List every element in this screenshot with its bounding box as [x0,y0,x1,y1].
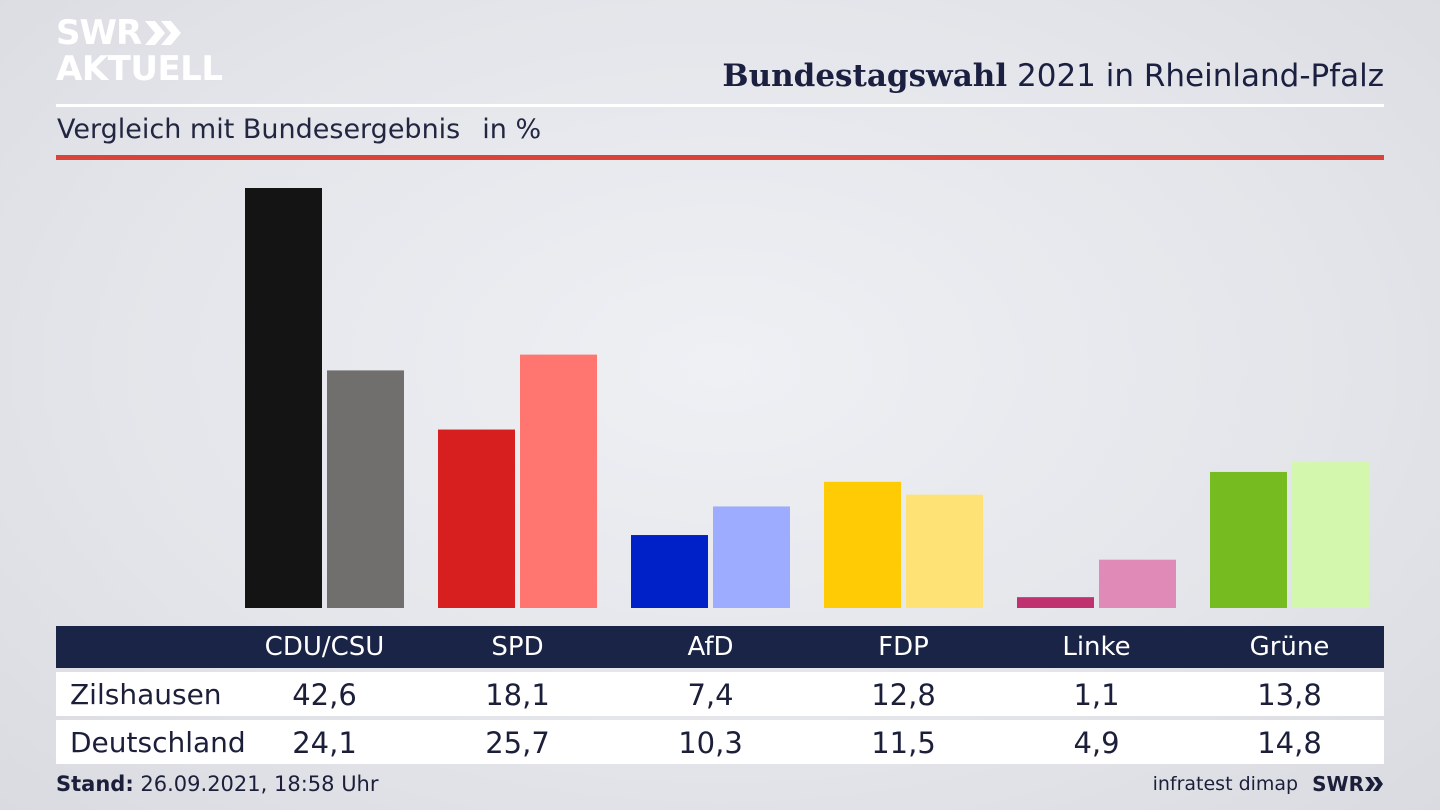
value-spd-deutschland: 25,7 [485,726,550,760]
bar-linke-deutschland [1099,559,1176,608]
value-gr-ne-zilshausen: 13,8 [1257,678,1322,712]
stand-value: 26.09.2021, 18:58 Uhr [140,772,379,796]
value-fdp-deutschland: 11,5 [871,726,936,760]
footer-logo-text: SWR [1312,772,1364,796]
subtitle: Vergleich mit Bundesergebnis in % [57,114,541,145]
bar-gr-ne-zilshausen [1210,471,1287,608]
double-chevron-icon [1365,777,1383,791]
column-header-gr-ne: Grüne [1249,632,1330,662]
swr-aktuell-logo: SWR AKTUELL [56,16,223,86]
bar-spd-deutschland [520,354,597,608]
column-header-spd: SPD [491,632,544,662]
double-chevron-icon [145,21,182,45]
value-linke-zilshausen: 1,1 [1073,678,1120,712]
value-cdu-csu-zilshausen: 42,6 [292,678,357,712]
bar-fdp-zilshausen [824,481,901,608]
bar-gr-ne-deutschland [1292,462,1369,608]
value-linke-deutschland: 4,9 [1073,726,1120,760]
header-divider [56,104,1384,107]
bar-afd-deutschland [713,506,790,608]
subtitle-text: Vergleich mit Bundesergebnis [57,114,461,145]
bar-cdu-csu-deutschland [327,370,404,608]
value-spd-zilshausen: 18,1 [485,678,550,712]
stand-label: Stand: [56,772,134,796]
value-afd-deutschland: 10,3 [678,726,743,760]
table-row-zilshausen: Zilshausen 42,6 18,1 7,4 12,8 1,1 13,8 [56,672,1384,716]
table-row-deutschland: Deutschland 24,1 25,7 10,3 11,5 4,9 14,8 [56,720,1384,764]
column-header-afd: AfD [687,632,734,662]
table-header-row: CDU/CSU SPD AfD FDP Linke Grüne [56,626,1384,668]
value-fdp-zilshausen: 12,8 [871,678,936,712]
value-gr-ne-deutschland: 14,8 [1257,726,1322,760]
title-bold: Bundestagswahl [722,58,1008,94]
row-label: Zilshausen [70,678,222,711]
title-rest: 2021 in Rheinland-Pfalz [1017,58,1384,94]
column-header-fdp: FDP [878,632,929,662]
footer-swr-logo: SWR [1312,772,1384,796]
column-header-linke: Linke [1062,632,1131,662]
bar-cdu-csu-zilshausen [245,188,322,608]
bar-fdp-deutschland [906,494,983,608]
bar-spd-zilshausen [438,429,515,608]
column-header-cdu-csu: CDU/CSU [264,632,385,662]
logo-swr-text: SWR [56,13,142,53]
bar-afd-zilshausen [631,535,708,608]
page-title: Bundestagswahl 2021 in Rheinland-Pfalz [722,58,1384,94]
row-label: Deutschland [70,726,246,759]
bar-linke-zilshausen [1017,597,1094,608]
source-text: infratest dimap [1152,773,1299,795]
timestamp: Stand: 26.09.2021, 18:58 Uhr [56,772,379,796]
bar-chart [245,188,1369,608]
results-table: CDU/CSU SPD AfD FDP Linke Grüne Zilshausen 42… [56,626,1384,764]
value-cdu-csu-deutschland: 24,1 [292,726,357,760]
accent-rule [56,155,1384,160]
unit-label: in % [482,114,542,145]
logo-aktuell-text: AKTUELL [56,49,223,89]
source-credit: infratest dimap SWR [1153,772,1384,796]
value-afd-zilshausen: 7,4 [687,678,734,712]
